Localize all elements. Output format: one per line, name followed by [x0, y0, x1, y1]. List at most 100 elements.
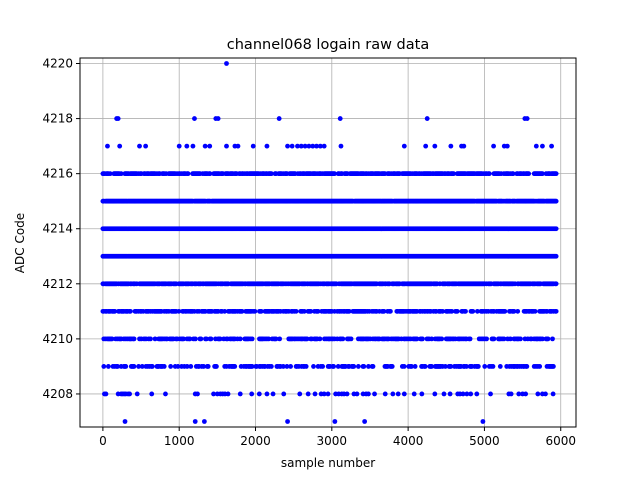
data-point [215, 116, 221, 121]
data-point [482, 364, 488, 369]
data-point [143, 143, 149, 149]
data-point [122, 419, 128, 424]
data-point [195, 391, 200, 397]
data-point [109, 336, 115, 342]
data-point [131, 336, 137, 342]
data-point [181, 336, 186, 342]
x-tick-label: 0 [99, 434, 107, 448]
data-point [518, 336, 523, 342]
data-point [423, 143, 429, 149]
data-point [202, 143, 208, 149]
data-point [184, 364, 190, 369]
data-point [551, 364, 556, 369]
data-point [370, 364, 376, 369]
data-point [338, 143, 344, 149]
y-tick-label: 4216 [42, 167, 73, 181]
data-point [280, 364, 286, 369]
data-point [103, 391, 109, 397]
data-point [332, 419, 338, 424]
data-point [419, 391, 425, 397]
data-point [502, 308, 508, 314]
data-point [526, 171, 532, 177]
data-point [224, 61, 229, 66]
grid-lines [80, 58, 576, 427]
data-point [321, 391, 327, 397]
y-tick-label: 4220 [42, 57, 73, 71]
x-tick-label: 4000 [393, 434, 424, 448]
data-point [303, 364, 309, 369]
data-point [470, 308, 476, 314]
data-point [268, 364, 274, 369]
data-point [325, 391, 331, 397]
data-point [366, 364, 371, 369]
data-point [545, 336, 551, 342]
data-point [273, 336, 279, 342]
data-point [302, 143, 308, 149]
data-point [442, 364, 448, 369]
data-point [372, 391, 377, 397]
data-point [249, 364, 255, 369]
data-point [491, 336, 497, 342]
data-point [501, 336, 507, 342]
data-point [340, 336, 346, 342]
data-point [304, 336, 310, 342]
data-point [115, 364, 120, 369]
data-point [344, 391, 350, 397]
data-point [543, 391, 548, 397]
x-axis-label: sample number [281, 456, 375, 470]
data-point [401, 391, 407, 397]
y-axis-ticks: 4208 4210 4212 4214 4216 4218 4220 [42, 57, 80, 401]
data-point [185, 171, 191, 177]
data-point [201, 364, 207, 369]
data-point [237, 336, 243, 342]
data-point [389, 364, 395, 369]
data-point [203, 336, 209, 342]
data-point [249, 336, 255, 342]
data-point [348, 336, 354, 342]
data-point [484, 336, 489, 342]
data-point [382, 391, 388, 397]
data-point [232, 364, 238, 369]
data-point [224, 143, 229, 149]
data-point [211, 391, 216, 397]
data-point [105, 143, 110, 149]
data-point [192, 116, 197, 121]
data-point [268, 171, 274, 177]
data-point [317, 143, 323, 149]
data-point [134, 391, 140, 397]
data-point [192, 419, 198, 424]
data-point [504, 143, 510, 149]
data-point [127, 391, 132, 397]
data-point [310, 143, 316, 149]
data-point [297, 391, 303, 397]
data-point [289, 143, 295, 149]
data-point [222, 308, 228, 314]
data-point [553, 253, 559, 259]
data-point [161, 364, 167, 369]
data-point [331, 364, 337, 369]
data-point [314, 143, 319, 149]
data-point [293, 308, 299, 314]
data-point [540, 171, 545, 177]
data-point [475, 364, 481, 369]
data-point [361, 364, 367, 369]
data-point [475, 308, 480, 314]
data-point [491, 143, 496, 149]
data-point [184, 143, 190, 149]
data-point [390, 391, 396, 397]
data-point [332, 171, 337, 177]
data-point [409, 364, 414, 369]
data-point [460, 391, 466, 397]
data-point [208, 336, 214, 342]
data-point [176, 143, 182, 149]
data-point [553, 198, 559, 204]
data-point [448, 364, 454, 369]
data-point [187, 336, 193, 342]
data-point [354, 391, 360, 397]
data-point [532, 308, 538, 314]
data-point [207, 171, 213, 177]
data-point [312, 391, 318, 397]
data-point [461, 143, 467, 149]
data-point [540, 143, 545, 149]
data-point [105, 364, 111, 369]
